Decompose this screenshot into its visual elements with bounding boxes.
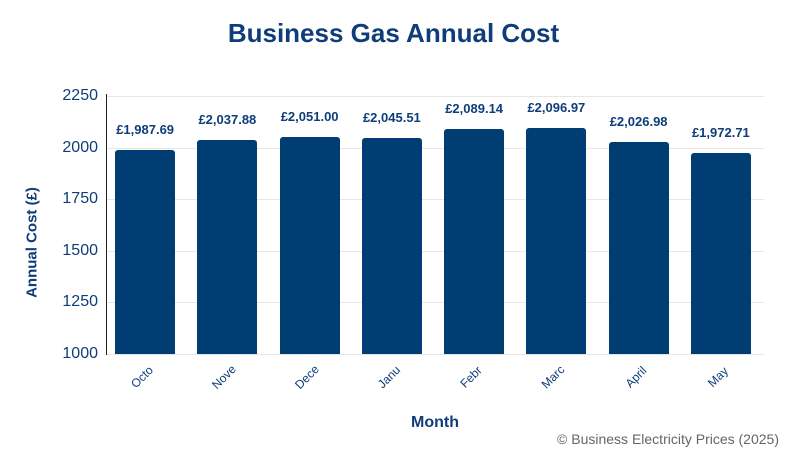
x-tick-label: Dece [291,362,322,392]
bar-value-label: £2,037.88 [198,111,257,127]
x-tick-label: Octo [128,363,157,391]
x-tick-label: April [622,363,650,391]
bar-value-label: £2,089.14 [445,101,504,117]
gridline [106,96,764,97]
bar[interactable] [690,153,751,354]
x-tick-label: Marc [538,362,568,392]
bar[interactable] [526,127,587,354]
y-tick-label: 1750 [62,190,98,208]
bar[interactable] [279,137,340,354]
gridline [106,302,764,304]
bar[interactable] [361,138,422,354]
bar[interactable] [115,150,176,354]
gridline [106,250,764,252]
y-tick-label: 2250 [62,87,98,104]
x-tick-label: Febr [457,363,485,391]
y-tick-label: 1250 [62,293,98,311]
y-axis-label: Annual Cost (£) [23,187,41,298]
bar[interactable] [444,129,505,354]
plot-area [106,96,764,355]
bar-value-label: £2,026.98 [609,114,668,130]
bar[interactable] [608,142,669,354]
y-axis-line [106,94,107,355]
gridline [106,354,764,355]
gridline [106,199,764,201]
bar[interactable] [197,139,258,354]
bar-value-label: £2,051.00 [280,109,339,125]
x-axis-label: Month [411,414,459,431]
y-tick-label: 1000 [62,345,98,362]
gridline [106,147,764,149]
bar-value-label: £2,045.51 [362,110,421,126]
bar-value-label: £2,096.97 [527,99,586,115]
bar-value-label: £1,987.69 [116,122,175,138]
x-tick-label: Janu [374,362,404,392]
x-tick-label: May [704,364,731,390]
credit-text: © Business Electricity Prices (2025) [557,431,779,447]
bar-value-label: £1,972.71 [691,125,750,141]
x-tick-label: Nove [209,362,240,392]
chart-title: Business Gas Annual Cost [227,18,560,48]
y-tick-label: 1500 [62,241,98,259]
y-tick-label: 2000 [62,138,98,156]
